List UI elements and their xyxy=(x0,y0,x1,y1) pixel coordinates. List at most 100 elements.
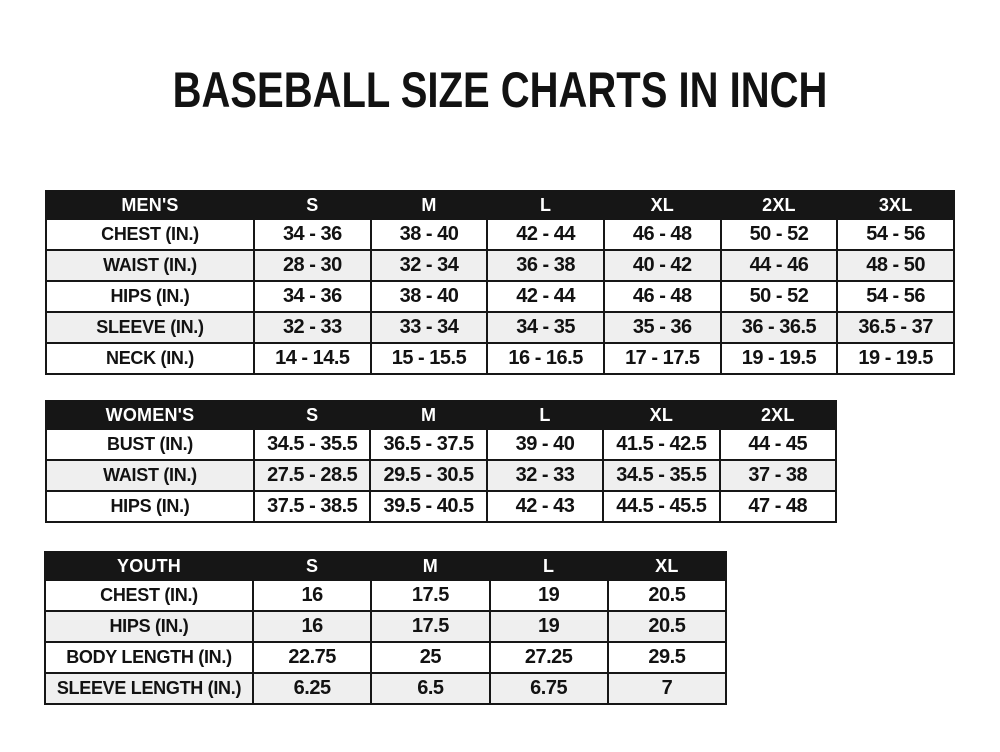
table-row: HIPS (IN.) 37.5 - 38.5 39.5 - 40.5 42 - 43 4… xyxy=(45,490,838,523)
size-value-cell: 19 xyxy=(488,579,609,612)
row-label: HIPS (IN.) xyxy=(45,490,255,523)
size-value-cell: 44 - 45 xyxy=(718,428,838,461)
table-title-cell: MEN'S xyxy=(45,190,255,220)
size-value-cell: 32 - 34 xyxy=(369,249,489,282)
table-title-cell: WOMEN'S xyxy=(45,400,255,430)
size-value-cell: 22.75 xyxy=(251,641,373,674)
size-column-header: 2XL xyxy=(719,190,839,220)
page-title: BASEBALL SIZE CHARTS IN INCH xyxy=(172,62,828,118)
row-label: BUST (IN.) xyxy=(45,428,255,461)
row-label: BODY LENGTH (IN.) xyxy=(44,641,254,674)
table-row: NECK (IN.) 14 - 14.5 15 - 15.5 16 - 16.5 17 … xyxy=(45,342,955,375)
size-value-cell: 25 xyxy=(370,641,491,674)
table-row: BUST (IN.) 34.5 - 35.5 36.5 - 37.5 39 - 40 4… xyxy=(45,428,838,461)
size-value-cell: 15 - 15.5 xyxy=(369,342,489,375)
table-row: WAIST (IN.) 28 - 30 32 - 34 36 - 38 40 - 42 4… xyxy=(45,249,955,282)
row-label: CHEST (IN.) xyxy=(44,579,254,612)
size-value-cell: 36 - 36.5 xyxy=(719,311,839,344)
size-value-cell: 28 - 30 xyxy=(253,249,372,282)
youth-size-table: YOUTH S M L XL CHEST (IN.) 16 17.5 19 20.5 HIPS (I… xyxy=(44,551,728,705)
header-row: WOMEN'S S M L XL 2XL xyxy=(45,400,838,430)
table-row: BODY LENGTH (IN.) 22.75 25 27.25 29.5 xyxy=(44,641,728,674)
size-value-cell: 42 - 44 xyxy=(486,280,605,313)
size-value-cell: 36 - 38 xyxy=(486,249,605,282)
mens-size-table: MEN'S S M L XL 2XL 3XL CHEST (IN.) 34 - 36 38 - 4… xyxy=(45,190,955,375)
size-value-cell: 19 xyxy=(488,610,609,643)
size-value-cell: 44 - 46 xyxy=(719,249,839,282)
size-value-cell: 37 - 38 xyxy=(718,459,838,492)
size-value-cell: 32 - 33 xyxy=(253,311,372,344)
size-value-cell: 50 - 52 xyxy=(719,218,839,251)
row-label: SLEEVE LENGTH (IN.) xyxy=(44,672,254,705)
size-value-cell: 39 - 40 xyxy=(485,428,605,461)
table-row: SLEEVE LENGTH (IN.) 6.25 6.5 6.75 7 xyxy=(44,672,728,705)
row-label: NECK (IN.) xyxy=(45,342,255,375)
size-value-cell: 19 - 19.5 xyxy=(836,342,955,375)
size-value-cell: 6.75 xyxy=(488,672,609,705)
size-value-cell: 46 - 48 xyxy=(602,280,722,313)
size-value-cell: 44.5 - 45.5 xyxy=(602,490,721,523)
womens-size-table: WOMEN'S S M L XL 2XL BUST (IN.) 34.5 - 35.5 36.5… xyxy=(45,400,838,523)
size-value-cell: 17.5 xyxy=(370,579,491,612)
size-column-header: S xyxy=(251,551,373,581)
size-value-cell: 34 - 36 xyxy=(253,218,372,251)
table-title-cell: YOUTH xyxy=(44,551,254,581)
size-column-header: 2XL xyxy=(718,400,838,430)
size-value-cell: 47 - 48 xyxy=(718,490,838,523)
size-value-cell: 36.5 - 37.5 xyxy=(369,428,488,461)
size-value-cell: 34 - 36 xyxy=(253,280,372,313)
size-value-cell: 16 xyxy=(251,610,373,643)
size-table: MEN'S S M L XL 2XL 3XL CHEST (IN.) 34 - 36 38 - 4… xyxy=(45,190,955,375)
header-row: YOUTH S M L XL xyxy=(44,551,728,581)
table-row: WAIST (IN.) 27.5 - 28.5 29.5 - 30.5 32 - 33… xyxy=(45,459,838,492)
size-column-header: L xyxy=(486,190,605,220)
size-value-cell: 34 - 35 xyxy=(486,311,605,344)
size-value-cell: 16 - 16.5 xyxy=(486,342,605,375)
size-value-cell: 37.5 - 38.5 xyxy=(252,490,372,523)
size-value-cell: 50 - 52 xyxy=(719,280,839,313)
size-value-cell: 33 - 34 xyxy=(369,311,489,344)
size-value-cell: 6.5 xyxy=(370,672,491,705)
size-value-cell: 27.25 xyxy=(488,641,609,674)
size-value-cell: 27.5 - 28.5 xyxy=(252,459,372,492)
size-column-header: XL xyxy=(606,551,728,581)
header-row: MEN'S S M L XL 2XL 3XL xyxy=(45,190,955,220)
table-row: HIPS (IN.) 16 17.5 19 20.5 xyxy=(44,610,728,643)
size-value-cell: 32 - 33 xyxy=(485,459,605,492)
size-value-cell: 48 - 50 xyxy=(836,249,955,282)
size-value-cell: 20.5 xyxy=(606,579,728,612)
size-value-cell: 36.5 - 37 xyxy=(836,311,955,344)
size-column-header: L xyxy=(488,551,609,581)
size-value-cell: 42 - 43 xyxy=(485,490,605,523)
table-row: CHEST (IN.) 34 - 36 38 - 40 42 - 44 46 - 48 5… xyxy=(45,218,955,251)
size-value-cell: 17 - 17.5 xyxy=(602,342,722,375)
row-label: HIPS (IN.) xyxy=(44,610,254,643)
size-column-header: S xyxy=(252,400,372,430)
size-column-header: M xyxy=(369,190,489,220)
table-row: CHEST (IN.) 16 17.5 19 20.5 xyxy=(44,579,728,612)
row-label: HIPS (IN.) xyxy=(45,280,255,313)
size-column-header: S xyxy=(253,190,372,220)
table-row: SLEEVE (IN.) 32 - 33 33 - 34 34 - 35 35 - 36… xyxy=(45,311,955,344)
size-value-cell: 19 - 19.5 xyxy=(719,342,839,375)
size-value-cell: 42 - 44 xyxy=(486,218,605,251)
row-label: WAIST (IN.) xyxy=(45,249,255,282)
size-column-header: XL xyxy=(602,400,721,430)
row-label: WAIST (IN.) xyxy=(45,459,255,492)
row-label: SLEEVE (IN.) xyxy=(45,311,255,344)
size-value-cell: 54 - 56 xyxy=(836,218,955,251)
size-value-cell: 54 - 56 xyxy=(836,280,955,313)
size-table: YOUTH S M L XL CHEST (IN.) 16 17.5 19 20.5 HIPS (I… xyxy=(44,551,728,705)
size-value-cell: 29.5 xyxy=(606,641,728,674)
row-label: CHEST (IN.) xyxy=(45,218,255,251)
size-column-header: 3XL xyxy=(836,190,955,220)
size-value-cell: 35 - 36 xyxy=(602,311,722,344)
size-value-cell: 41.5 - 42.5 xyxy=(602,428,721,461)
size-value-cell: 14 - 14.5 xyxy=(253,342,372,375)
size-value-cell: 38 - 40 xyxy=(369,218,489,251)
size-value-cell: 6.25 xyxy=(251,672,373,705)
size-value-cell: 39.5 - 40.5 xyxy=(369,490,488,523)
size-table: WOMEN'S S M L XL 2XL BUST (IN.) 34.5 - 35.5 36.5… xyxy=(45,400,838,523)
size-value-cell: 38 - 40 xyxy=(369,280,489,313)
size-value-cell: 17.5 xyxy=(370,610,491,643)
